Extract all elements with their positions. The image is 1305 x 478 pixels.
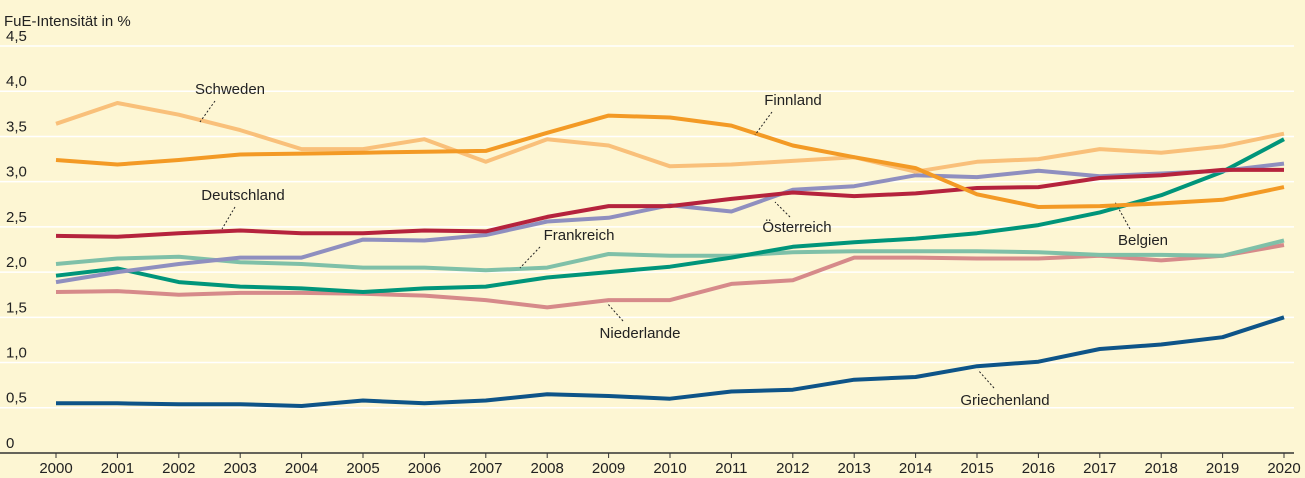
x-tick-label: 2011 <box>715 460 747 477</box>
y-tick-label: 1,5 <box>6 299 27 316</box>
x-tick-label: 2009 <box>592 460 625 477</box>
y-tick-label: 1,0 <box>6 345 27 362</box>
series-line <box>55 101 1285 174</box>
y-tick-label: 2,5 <box>6 209 27 226</box>
x-tick-label: 2010 <box>653 460 686 477</box>
x-tick-label: 2008 <box>531 460 564 477</box>
x-tick-label: 2001 <box>101 460 134 477</box>
x-tick-label: 2015 <box>960 460 993 477</box>
x-tick-label: 2002 <box>162 460 195 477</box>
series-label: Niederlande <box>600 325 681 342</box>
leader-line <box>977 369 995 389</box>
series-line <box>55 243 1285 310</box>
y-axis-label: FuE-Intensität in % <box>4 13 131 30</box>
x-tick-label: 2007 <box>469 460 502 477</box>
series-label: Belgien <box>1118 232 1168 249</box>
leader-line <box>606 302 624 322</box>
series-label: Finnland <box>764 92 822 109</box>
x-tick-label: 2012 <box>776 460 809 477</box>
x-tick-label: 2016 <box>1022 460 1055 477</box>
leader-line <box>774 201 791 218</box>
y-tick-label: 4,0 <box>6 73 27 90</box>
leader-line <box>221 206 236 230</box>
leader-line <box>519 246 541 269</box>
x-tick-label: 2017 <box>1083 460 1116 477</box>
x-tick-label: 2014 <box>899 460 932 477</box>
y-tick-label: 0 <box>6 435 14 452</box>
x-tick-label: 2003 <box>224 460 257 477</box>
series-label: Deutschland <box>201 187 284 204</box>
x-tick-label: 2004 <box>285 460 318 477</box>
series-line <box>56 315 1285 408</box>
x-tick-label: 2000 <box>39 460 72 477</box>
leader-line <box>754 111 773 136</box>
y-tick-label: 3,0 <box>6 164 27 181</box>
x-tick-label: 2019 <box>1206 460 1239 477</box>
x-tick-label: 2013 <box>838 460 871 477</box>
x-tick-label: 2018 <box>1145 460 1178 477</box>
series-label: Griechenland <box>960 392 1049 409</box>
y-tick-label: 3,5 <box>6 118 27 135</box>
x-tick-label: 2020 <box>1267 460 1300 477</box>
series-line <box>55 113 1285 209</box>
series-line <box>55 167 1284 239</box>
x-tick-label: 2005 <box>346 460 379 477</box>
leader-line <box>199 100 216 123</box>
x-tick-label: 2006 <box>408 460 441 477</box>
y-tick-label: 0,5 <box>6 390 27 407</box>
y-tick-label: 4,5 <box>6 28 27 45</box>
series-label: Österreich <box>762 218 831 236</box>
series-line <box>55 137 1285 294</box>
y-tick-label: 2,0 <box>6 254 27 271</box>
series-line <box>55 238 1285 273</box>
series-label: Frankreich <box>544 227 615 244</box>
series-label: Schweden <box>195 81 265 98</box>
